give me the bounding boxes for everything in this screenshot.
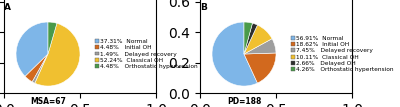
Wedge shape	[244, 25, 272, 54]
Wedge shape	[35, 23, 80, 86]
Legend: 56.91%  Normal, 18.62%  Initial OH, 7.45%   Delayed recovery, 10.11%  Classical : 56.91% Normal, 18.62% Initial OH, 7.45% …	[291, 36, 394, 72]
Text: PD=188: PD=188	[227, 97, 261, 106]
Wedge shape	[244, 23, 258, 54]
Wedge shape	[48, 22, 57, 54]
Legend: 37.31%  Normal, 4.48%   Initial OH, 1.49%   Delayed recovery, 52.24%  Classical : 37.31% Normal, 4.48% Initial OH, 1.49% D…	[95, 39, 198, 69]
Wedge shape	[32, 54, 48, 83]
Text: A: A	[4, 3, 11, 12]
Wedge shape	[25, 54, 48, 82]
Wedge shape	[16, 22, 48, 76]
Wedge shape	[244, 22, 252, 54]
Text: MSA=67: MSA=67	[30, 97, 66, 106]
Text: B: B	[200, 3, 207, 12]
Wedge shape	[244, 39, 276, 54]
Wedge shape	[244, 53, 276, 83]
Wedge shape	[212, 22, 258, 86]
